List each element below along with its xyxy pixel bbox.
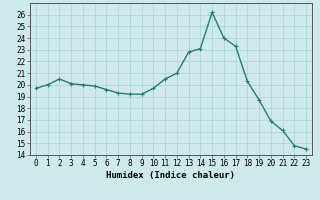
X-axis label: Humidex (Indice chaleur): Humidex (Indice chaleur) bbox=[107, 171, 236, 180]
